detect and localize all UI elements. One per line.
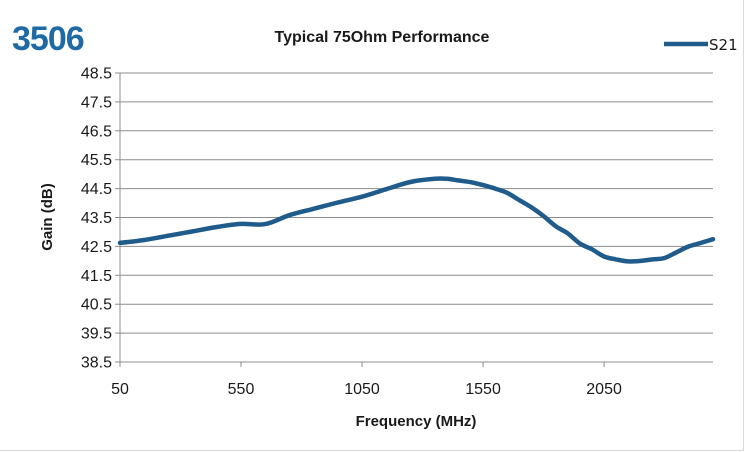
part-number: 3506 [12,20,85,58]
y-tick-label: 41.5 [81,268,112,285]
y-tick-label: 39.5 [81,326,112,343]
x-tick-label: 50 [111,381,129,398]
x-axis-label: Frequency (MHz) [356,413,477,430]
chart-title: Typical 75Ohm Performance [275,29,490,46]
y-tick-label: 47.5 [81,94,112,111]
y-tick-labels: 48.5 47.5 46.5 45.5 44.5 43.5 42.5 41.5 40.5 39.5… [81,66,112,372]
x-tick-label: 550 [228,381,255,398]
x-tick-label: 1050 [344,381,380,398]
y-tick-label: 48.5 [81,66,112,83]
y-tick-label: 40.5 [81,297,112,314]
grid [115,72,713,367]
legend: S21 [664,36,738,54]
x-tick-label: 2050 [586,381,622,398]
y-axis-label: Gain (dB) [39,183,56,251]
y-tick-label: 43.5 [81,210,112,227]
x-tick-labels: 50 550 1050 1550 2050 [111,381,622,398]
series-line-s21 [117,176,716,264]
y-tick-label: 46.5 [81,123,112,140]
x-tick-label: 1550 [465,381,501,398]
y-tick-label: 45.5 [81,152,112,169]
y-tick-label: 42.5 [81,239,112,256]
y-tick-label: 44.5 [81,181,112,198]
legend-label-s21: S21 [709,36,738,54]
y-tick-label: 38.5 [81,355,112,372]
